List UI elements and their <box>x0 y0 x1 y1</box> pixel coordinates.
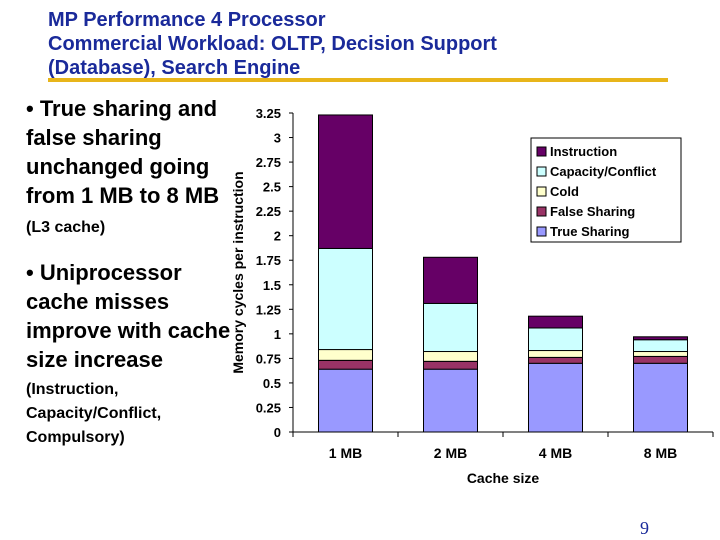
bar-segment-true-sharing <box>318 368 373 433</box>
bullet-sharing-text: • True sharing and false sharing unchang… <box>26 96 220 208</box>
bar-segment-false-sharing <box>633 355 688 364</box>
title-line-3: (Database), Search Engine <box>48 57 301 79</box>
bar-segment-false-sharing <box>423 360 478 370</box>
bar-segment-false-sharing <box>318 359 373 370</box>
title-line-1: MP Performance 4 Processor <box>48 9 326 31</box>
slide-title: MP Performance 4 Processor Commercial Wo… <box>48 8 668 80</box>
y-tick-label: 2.75 <box>256 155 281 170</box>
legend-swatch <box>536 166 547 177</box>
bar-segment-capacity-conflict <box>318 247 373 351</box>
bar-segment-capacity-conflict <box>528 327 583 352</box>
bullet-sharing: • True sharing and false sharing unchang… <box>26 94 236 242</box>
bullet-uniprocessor-note: (Instruction, Capacity/Conflict, Compuls… <box>26 381 162 446</box>
bar-segment-instruction <box>528 315 583 329</box>
x-tick-label: 1 MB <box>329 445 362 461</box>
bar-segment-cold <box>633 351 688 357</box>
bar-segment-capacity-conflict <box>633 339 688 353</box>
y-tick-label: 2 <box>274 229 281 244</box>
legend-label: False Sharing <box>550 204 635 219</box>
legend-swatch <box>536 146 547 157</box>
y-tick-label: 2.25 <box>256 204 281 219</box>
page-number: 9 <box>640 518 649 538</box>
y-tick-label: 1.5 <box>263 278 281 293</box>
x-axis-title: Cache size <box>467 470 540 486</box>
y-tick-label: 1.75 <box>256 253 281 268</box>
legend-label: Instruction <box>550 144 617 159</box>
x-tick-label: 8 MB <box>644 445 677 461</box>
y-tick-label: 0.25 <box>256 400 281 415</box>
legend-swatch <box>536 206 547 217</box>
bar-segment-instruction <box>423 256 478 304</box>
bullet-list: • True sharing and false sharing unchang… <box>26 94 236 450</box>
y-tick-label: 0.5 <box>263 376 281 391</box>
title-underline <box>48 78 668 82</box>
bar-segment-true-sharing <box>423 368 478 433</box>
y-axis-title: Memory cycles per instruction <box>230 171 246 373</box>
x-tick-label: 2 MB <box>434 445 467 461</box>
y-tick-label: 3 <box>274 131 281 146</box>
bar-segment-cold <box>528 350 583 358</box>
legend-label: Capacity/Conflict <box>550 164 657 179</box>
bar-segment-false-sharing <box>528 356 583 364</box>
legend-label: True Sharing <box>550 224 630 239</box>
legend-label: Cold <box>550 184 579 199</box>
legend-swatch <box>536 226 547 237</box>
y-tick-label: 1 <box>274 327 281 342</box>
bar-segment-true-sharing <box>633 362 688 433</box>
y-tick-label: 0 <box>274 425 281 440</box>
bar-segment-true-sharing <box>528 362 583 433</box>
bar-segment-cold <box>423 351 478 362</box>
y-tick-label: 2.5 <box>263 180 281 195</box>
bullet-uniprocessor: • Uniprocessor cache misses improve with… <box>26 258 236 450</box>
legend-swatch <box>536 186 547 197</box>
y-tick-label: 3.25 <box>256 106 281 121</box>
bar-segment-cold <box>318 349 373 361</box>
bar-segment-instruction <box>318 114 373 249</box>
y-tick-label: 1.25 <box>256 302 281 317</box>
legend-box <box>530 137 682 243</box>
bar-segment-capacity-conflict <box>423 302 478 353</box>
title-line-2: Commercial Workload: OLTP, Decision Supp… <box>48 33 497 55</box>
x-tick-label: 4 MB <box>539 445 572 461</box>
y-tick-label: 0.75 <box>256 351 281 366</box>
bullet-sharing-note: (L3 cache) <box>26 219 106 236</box>
bullet-uniprocessor-text: • Uniprocessor cache misses improve with… <box>26 260 231 372</box>
bar-segment-instruction <box>633 336 688 341</box>
